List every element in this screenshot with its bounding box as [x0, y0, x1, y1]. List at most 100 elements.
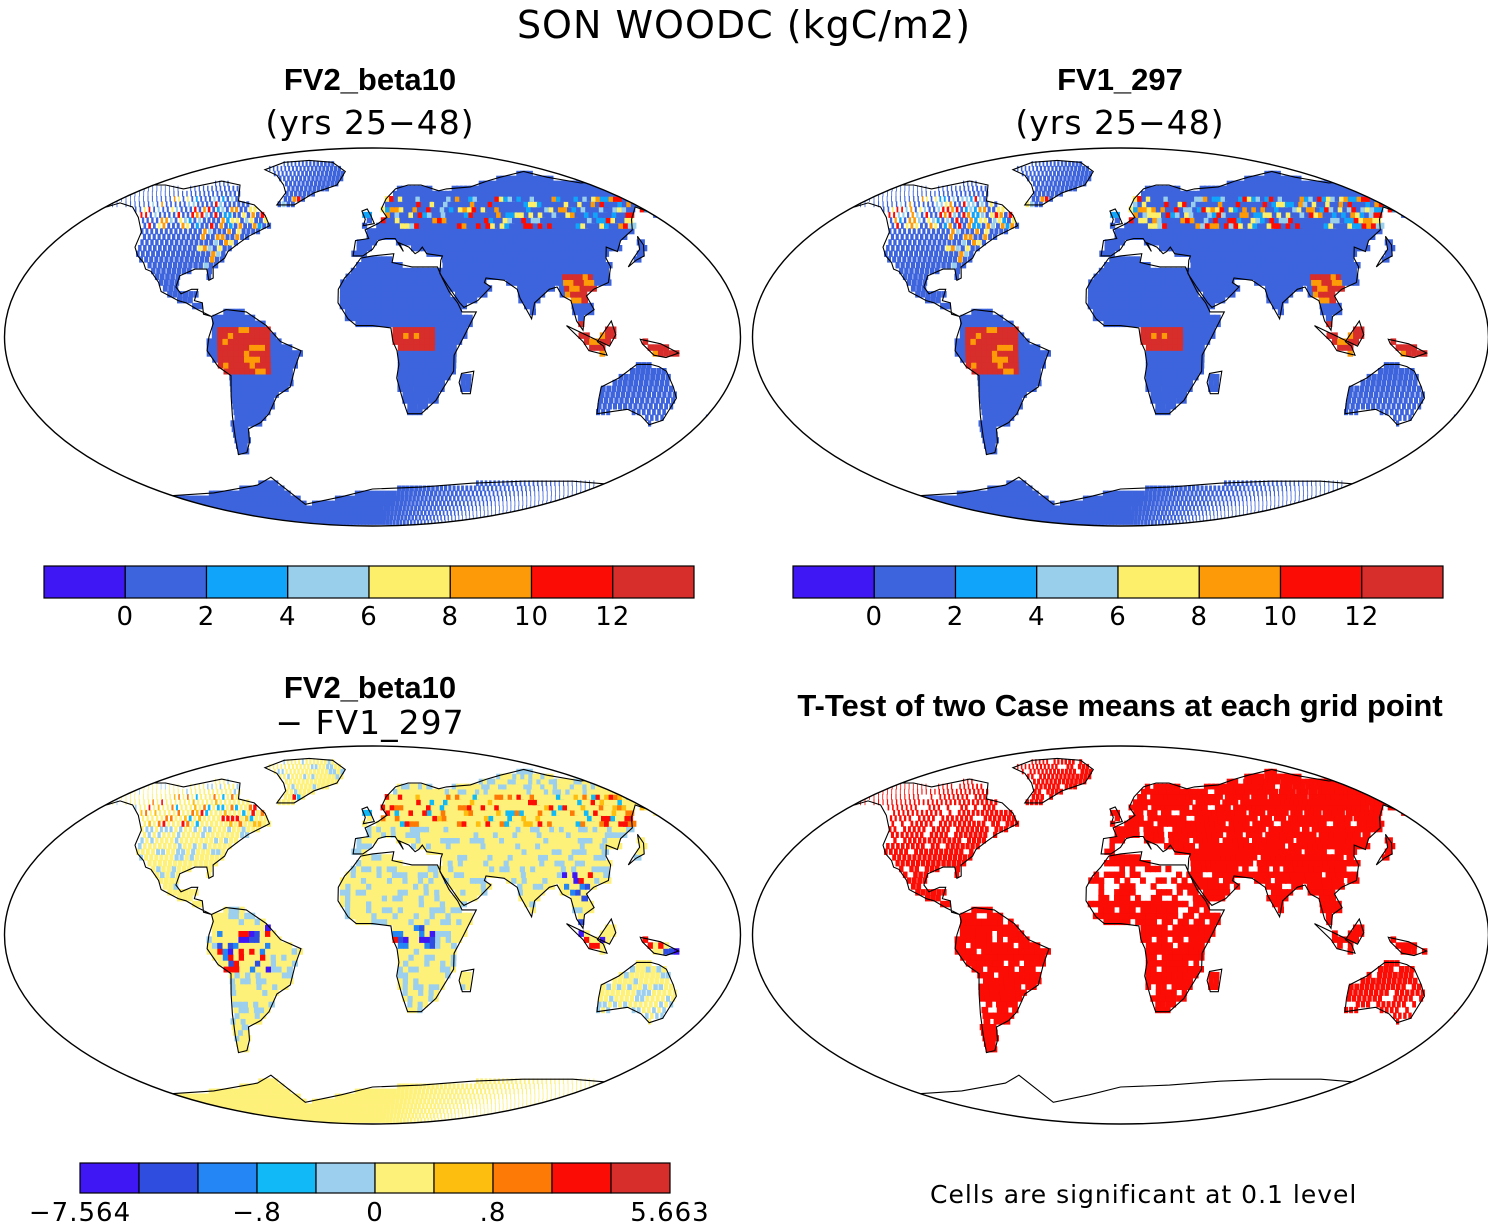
grid-cell [198, 185, 200, 192]
grid-cell [925, 510, 936, 516]
grid-cell [603, 206, 613, 213]
grid-cell [1406, 344, 1412, 351]
grid-cell [314, 165, 318, 172]
grid-cell [943, 510, 954, 516]
grid-cell [371, 510, 376, 516]
grid-cell [125, 201, 127, 208]
grid-cell [502, 217, 510, 224]
grid-cell [440, 190, 447, 197]
grid-cell [199, 190, 201, 197]
grid-cell [1236, 490, 1239, 497]
grid-cell [1086, 510, 1092, 516]
grid-cell [417, 397, 424, 404]
grid-cell [538, 519, 540, 525]
grid-cell [601, 267, 609, 275]
grid-cell [1116, 519, 1121, 525]
grid-cell [213, 196, 216, 202]
grid-cell [1232, 490, 1235, 497]
grid-cell [572, 201, 582, 208]
grid-cell [1124, 302, 1131, 310]
grid-cell [1194, 490, 1198, 497]
grid-cell [177, 500, 187, 507]
grid-cell [169, 196, 171, 202]
grid-cell [604, 519, 606, 525]
grid-cell [259, 344, 266, 351]
grid-cell [1362, 485, 1364, 492]
grid-cell [498, 510, 500, 516]
grid-cell [1038, 505, 1046, 511]
grid-cell [981, 308, 988, 316]
grid-cell [1273, 490, 1275, 497]
grid-cell [1220, 510, 1222, 516]
grid-cell [444, 515, 446, 521]
grid-cell [456, 326, 463, 333]
grid-cell [491, 485, 494, 492]
grid-cell [238, 320, 245, 328]
grid-cell [233, 320, 239, 328]
grid-cell [988, 379, 995, 387]
grid-cell [172, 291, 178, 298]
grid-cell [439, 510, 441, 516]
grid-cell [1099, 500, 1105, 507]
grid-cell [1111, 490, 1117, 497]
grid-cell [976, 320, 982, 328]
grid-cell [1139, 495, 1144, 502]
grid-cell [386, 285, 393, 292]
grid-cell [1107, 490, 1112, 497]
grid-cell [605, 490, 606, 497]
grid-cell [525, 273, 533, 280]
grid-cell [1386, 490, 1388, 497]
grid-cell [465, 201, 473, 208]
grid-cell [1112, 515, 1117, 521]
grid-cell [435, 500, 438, 507]
grid-cell [283, 196, 288, 202]
grid-cell [433, 279, 440, 286]
grid-cell [297, 170, 300, 177]
grid-cell [328, 515, 334, 521]
grid-cell [1161, 362, 1168, 369]
grid-cell [569, 262, 577, 269]
grid-cell [1177, 344, 1184, 351]
grid-cell [1208, 296, 1215, 304]
grid-cell [435, 485, 439, 492]
grid-cell [172, 233, 176, 240]
grid-cell [1140, 296, 1147, 304]
grid-cell [447, 500, 450, 507]
grid-cell [291, 201, 295, 208]
grid-cell [982, 373, 989, 381]
grid-cell [602, 228, 611, 235]
grid-cell [1171, 385, 1178, 392]
grid-cell [216, 250, 221, 257]
grid-cell [375, 515, 380, 521]
grid-cell [217, 356, 224, 363]
grid-cell [461, 320, 468, 328]
grid-cell [1177, 326, 1184, 333]
grid-cell [605, 217, 615, 224]
grid-cell [932, 510, 944, 516]
grid-cell [383, 505, 388, 511]
grid-cell [1258, 480, 1261, 487]
grid-cell [392, 490, 397, 497]
grid-cell [225, 190, 228, 197]
grid-cell [263, 519, 273, 525]
grid-cell [1188, 338, 1195, 345]
grid-cell [122, 185, 124, 192]
grid-cell [559, 495, 560, 502]
grid-cell [97, 500, 110, 507]
grid-cell [397, 368, 404, 375]
grid-cell [268, 500, 276, 507]
grid-cell [331, 161, 335, 167]
grid-cell [1187, 510, 1189, 516]
grid-cell [1145, 332, 1152, 339]
grid-cell [404, 222, 411, 229]
grid-cell [233, 308, 240, 316]
grid-cell [440, 314, 447, 322]
grid-cell [453, 267, 460, 275]
grid-cell [285, 190, 289, 197]
grid-cell [1100, 510, 1106, 516]
grid-cell [108, 490, 120, 497]
grid-cell [173, 190, 175, 197]
grid-cell [424, 344, 431, 351]
grid-cell [158, 245, 162, 252]
grid-cell [151, 515, 164, 521]
